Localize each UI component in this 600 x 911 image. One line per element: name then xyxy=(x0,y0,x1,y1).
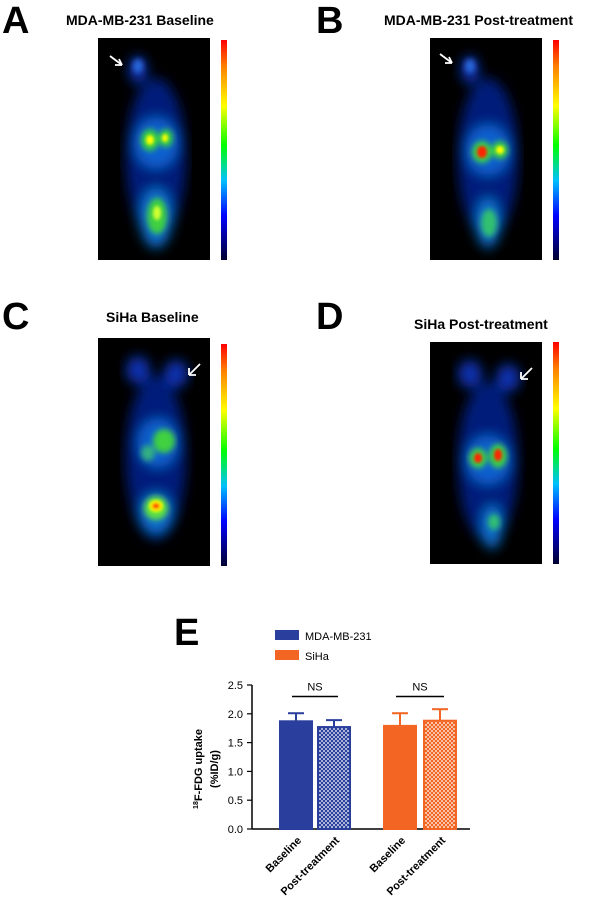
panel-letter-b: B xyxy=(316,0,344,42)
x-tick-label: Baseline xyxy=(368,835,408,875)
colorbar-a xyxy=(221,40,227,260)
y-tick-label: 2.5 xyxy=(228,680,243,692)
panel-letter-e: E xyxy=(174,612,200,654)
colorbar-c xyxy=(221,344,227,566)
significance-label: NS xyxy=(412,682,427,694)
panel-title-c: SiHa Baseline xyxy=(106,309,199,325)
panel-title-a: MDA-MB-231 Baseline xyxy=(66,12,214,28)
y-tick-label: 2.0 xyxy=(228,709,243,721)
y-axis-label-sup: 18 xyxy=(193,801,200,809)
significance-label: NS xyxy=(307,682,322,694)
panel-title-b: MDA-MB-231 Post-treatment xyxy=(384,12,574,28)
legend-swatch-mda xyxy=(275,630,299,640)
y-tick-label: 1.0 xyxy=(228,766,243,778)
legend-swatch-siha xyxy=(275,650,299,660)
bar-mda-baseline xyxy=(279,720,313,830)
bar-mda-post-treatment xyxy=(317,726,351,830)
legend-label-mda: MDA-MB-231 xyxy=(305,631,372,643)
pet-image-a xyxy=(98,38,210,260)
bar-siha-post-treatment xyxy=(423,719,457,830)
pet-image-c xyxy=(98,338,210,566)
pet-image-b xyxy=(430,38,542,260)
bar-siha-baseline xyxy=(383,724,417,830)
panel-title-d: SiHa Post-treatment xyxy=(414,316,548,332)
panel-letter-d: D xyxy=(316,296,344,338)
y-axis-unit: (%ID/g) xyxy=(209,750,221,788)
colorbar-d xyxy=(553,342,559,564)
y-axis-label-main: F-FDG uptake xyxy=(193,729,205,801)
y-axis-label: 18F-FDG uptake xyxy=(193,729,205,809)
panel-letter-c: C xyxy=(2,296,30,338)
y-tick-label: 0.5 xyxy=(228,795,243,807)
y-tick-label: 0.0 xyxy=(228,824,243,836)
pet-image-d xyxy=(430,342,542,564)
y-tick-label: 1.5 xyxy=(228,738,243,750)
bar-chart: MDA-MB-231 SiHa 18F-FDG uptake (%ID/g) 0… xyxy=(193,630,470,898)
colorbar-b xyxy=(553,40,559,260)
panel-letter-a: A xyxy=(2,0,30,42)
legend-label-siha: SiHa xyxy=(305,651,330,663)
